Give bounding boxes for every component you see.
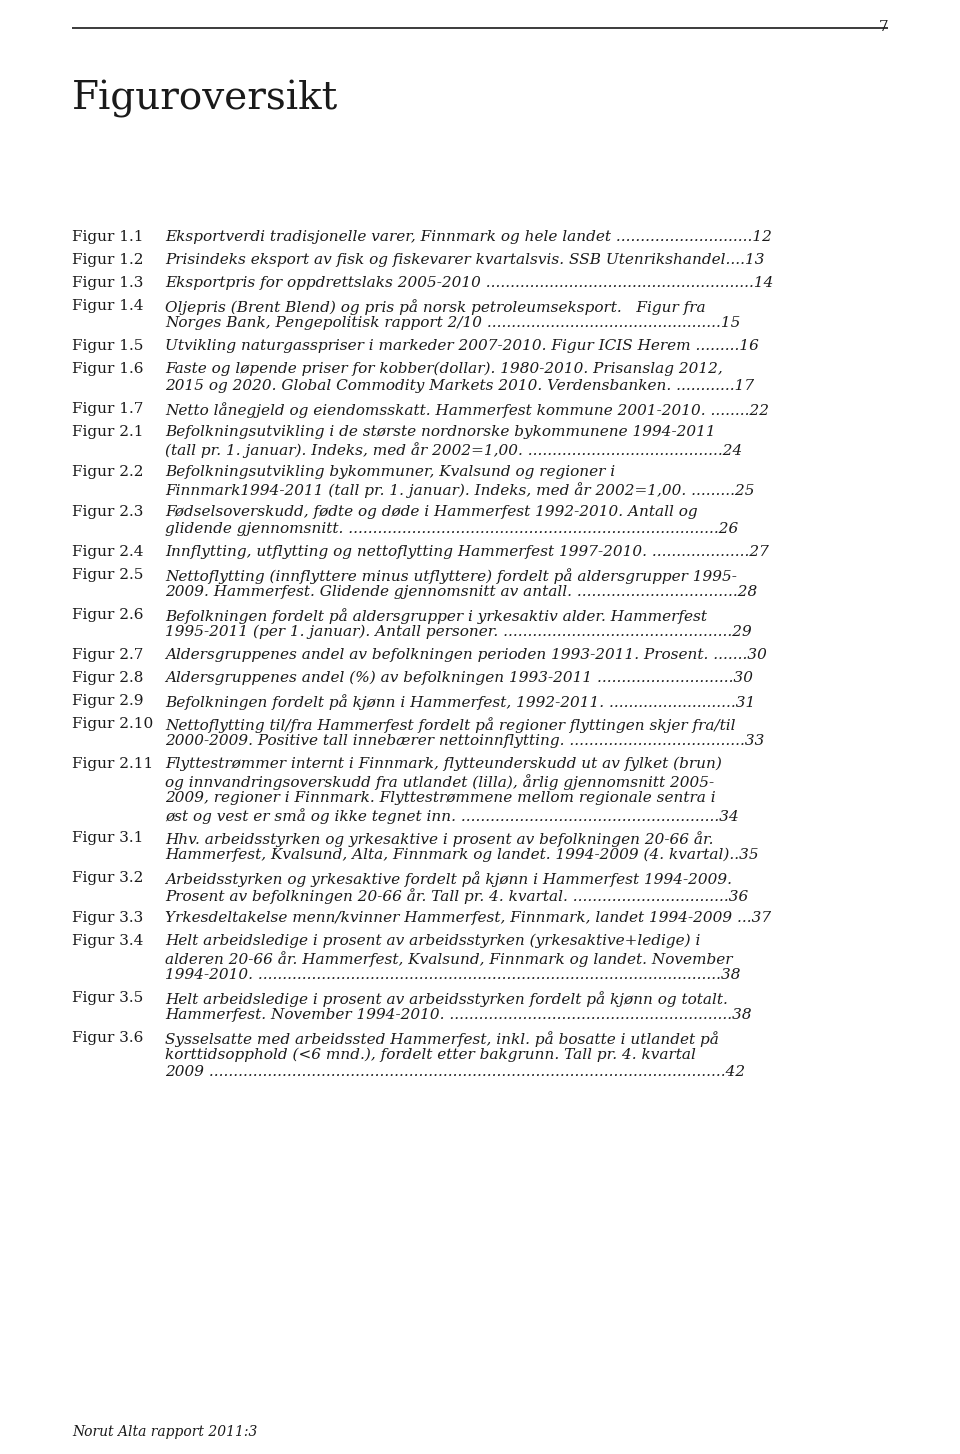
Text: 2015 og 2020. Global Commodity Markets 2010. Verdensbanken. ............17: 2015 og 2020. Global Commodity Markets 2… xyxy=(165,379,755,393)
Text: Helt arbeidsledige i prosent av arbeidsstyrken fordelt på kjønn og totalt.: Helt arbeidsledige i prosent av arbeidss… xyxy=(165,992,728,1006)
Text: Norges Bank, Pengepolitisk rapport 2/10 ........................................: Norges Bank, Pengepolitisk rapport 2/10 … xyxy=(165,316,740,330)
Text: Figur 3.6: Figur 3.6 xyxy=(72,1031,143,1045)
Text: Figur 3.2: Figur 3.2 xyxy=(72,871,143,885)
Text: Figur 3.1: Figur 3.1 xyxy=(72,832,143,845)
Text: Flyttestrømmer internt i Finnmark, flytteunderskudd ut av fylket (brun): Flyttestrømmer internt i Finnmark, flytt… xyxy=(165,758,722,772)
Text: Arbeidsstyrken og yrkesaktive fordelt på kjønn i Hammerfest 1994-2009.: Arbeidsstyrken og yrkesaktive fordelt på… xyxy=(165,871,732,887)
Text: Oljepris (Brent Blend) og pris på norsk petroleumseksport.   Figur fra: Oljepris (Brent Blend) og pris på norsk … xyxy=(165,300,706,316)
Text: Finnmark1994-2011 (tall pr. 1. januar). Indeks, med år 2002=1,00. .........25: Finnmark1994-2011 (tall pr. 1. januar). … xyxy=(165,481,755,497)
Text: Hhv. arbeidsstyrken og yrkesaktive i prosent av befolkningen 20-66 år.: Hhv. arbeidsstyrken og yrkesaktive i pro… xyxy=(165,832,713,846)
Text: Helt arbeidsledige i prosent av arbeidsstyrken (yrkesaktive+ledige) i: Helt arbeidsledige i prosent av arbeidss… xyxy=(165,933,701,948)
Text: Netto lånegjeld og eiendomsskatt. Hammerfest kommune 2001-2010. ........22: Netto lånegjeld og eiendomsskatt. Hammer… xyxy=(165,401,769,417)
Text: Nettoflytting til/fra Hammerfest fordelt på regioner flyttingen skjer fra/til: Nettoflytting til/fra Hammerfest fordelt… xyxy=(165,717,735,733)
Text: Figur 2.9: Figur 2.9 xyxy=(72,694,143,708)
Text: Figur 2.4: Figur 2.4 xyxy=(72,545,143,558)
Text: 1994-2010. .....................................................................: 1994-2010. .............................… xyxy=(165,968,740,981)
Text: Norut Alta rapport 2011:3: Norut Alta rapport 2011:3 xyxy=(72,1425,257,1439)
Text: Prisindeks eksport av fisk og fiskevarer kvartalsvis. SSB Utenrikshandel....13: Prisindeks eksport av fisk og fiskevarer… xyxy=(165,253,764,268)
Text: 2009. Hammerfest. Glidende gjennomsnitt av antall. .............................: 2009. Hammerfest. Glidende gjennomsnitt … xyxy=(165,585,757,599)
Text: Befolkningen fordelt på kjønn i Hammerfest, 1992-2011. .........................: Befolkningen fordelt på kjønn i Hammerfe… xyxy=(165,694,756,710)
Text: Figur 1.1: Figur 1.1 xyxy=(72,230,143,244)
Text: Figur 2.7: Figur 2.7 xyxy=(72,648,143,662)
Text: 1995-2011 (per 1. januar). Antall personer. ....................................: 1995-2011 (per 1. januar). Antall person… xyxy=(165,625,752,640)
Text: Figur 2.2: Figur 2.2 xyxy=(72,465,143,478)
Text: øst og vest er små og ikke tegnet inn. .........................................: øst og vest er små og ikke tegnet inn. .… xyxy=(165,808,739,824)
Text: Nettoflytting (innflyttere minus utflyttere) fordelt på aldersgrupper 1995-: Nettoflytting (innflyttere minus utflytt… xyxy=(165,569,737,585)
Text: korttidsopphold (<6 mnd.), fordelt etter bakgrunn. Tall pr. 4. kvartal: korttidsopphold (<6 mnd.), fordelt etter… xyxy=(165,1048,696,1063)
Text: Faste og løpende priser for kobber(dollar). 1980-2010. Prisanslag 2012,: Faste og løpende priser for kobber(dolla… xyxy=(165,362,723,377)
Text: Fødselsoverskudd, fødte og døde i Hammerfest 1992-2010. Antall og: Fødselsoverskudd, fødte og døde i Hammer… xyxy=(165,505,698,519)
Text: Figur 1.4: Figur 1.4 xyxy=(72,300,143,313)
Text: Figur 2.8: Figur 2.8 xyxy=(72,670,143,685)
Text: Figur 2.10: Figur 2.10 xyxy=(72,717,154,731)
Text: Figur 2.6: Figur 2.6 xyxy=(72,608,143,622)
Text: Utvikling naturgasspriser i markeder 2007-2010. Figur ICIS Herem .........16: Utvikling naturgasspriser i markeder 200… xyxy=(165,339,758,353)
Text: alderen 20-66 år. Hammerfest, Kvalsund, Finnmark og landet. November: alderen 20-66 år. Hammerfest, Kvalsund, … xyxy=(165,951,732,967)
Text: Figur 1.2: Figur 1.2 xyxy=(72,253,143,268)
Text: Befolkningsutvikling i de største nordnorske bykommunene 1994-2011: Befolkningsutvikling i de største nordno… xyxy=(165,425,715,439)
Text: Figur 2.5: Figur 2.5 xyxy=(72,569,143,582)
Text: Hammerfest, Kvalsund, Alta, Finnmark og landet. 1994-2009 (4. kvartal)..35: Hammerfest, Kvalsund, Alta, Finnmark og … xyxy=(165,848,758,862)
Text: Innflytting, utflytting og nettoflytting Hammerfest 1997-2010. .................: Innflytting, utflytting og nettoflytting… xyxy=(165,545,769,558)
Text: 7: 7 xyxy=(878,20,888,33)
Text: Figur 3.4: Figur 3.4 xyxy=(72,933,143,948)
Text: 2009 ...........................................................................: 2009 ...................................… xyxy=(165,1064,745,1079)
Text: Aldersgruppenes andel (%) av befolkningen 1993-2011 ............................: Aldersgruppenes andel (%) av befolkninge… xyxy=(165,670,753,685)
Text: Eksportverdi tradisjonelle varer, Finnmark og hele landet ......................: Eksportverdi tradisjonelle varer, Finnma… xyxy=(165,230,772,244)
Text: Befolkningen fordelt på aldersgrupper i yrkesaktiv alder. Hammerfest: Befolkningen fordelt på aldersgrupper i … xyxy=(165,608,707,624)
Text: 2009, regioner i Finnmark. Flyttestrømmene mellom regionale sentra i: 2009, regioner i Finnmark. Flyttestrømme… xyxy=(165,791,715,806)
Text: (tall pr. 1. januar). Indeks, med år 2002=1,00. ................................: (tall pr. 1. januar). Indeks, med år 200… xyxy=(165,442,742,458)
Text: Figur 2.3: Figur 2.3 xyxy=(72,505,143,519)
Text: Prosent av befolkningen 20-66 år. Tall pr. 4. kvartal. .........................: Prosent av befolkningen 20-66 år. Tall p… xyxy=(165,888,748,904)
Text: Yrkesdeltakelse menn/kvinner Hammerfest, Finnmark, landet 1994-2009 ...37: Yrkesdeltakelse menn/kvinner Hammerfest,… xyxy=(165,912,771,925)
Text: glidende gjennomsnitt. .........................................................: glidende gjennomsnitt. .................… xyxy=(165,522,738,537)
Text: Figur 1.7: Figur 1.7 xyxy=(72,401,143,416)
Text: Aldersgruppenes andel av befolkningen perioden 1993-2011. Prosent. .......30: Aldersgruppenes andel av befolkningen pe… xyxy=(165,648,767,662)
Text: Figur 1.6: Figur 1.6 xyxy=(72,362,143,377)
Text: 2000-2009. Positive tall innebærer nettoinnflytting. ...........................: 2000-2009. Positive tall innebærer netto… xyxy=(165,734,764,747)
Text: Figur 1.3: Figur 1.3 xyxy=(72,276,143,289)
Text: Befolkningsutvikling bykommuner, Kvalsund og regioner i: Befolkningsutvikling bykommuner, Kvalsun… xyxy=(165,465,615,478)
Text: Figuroversikt: Figuroversikt xyxy=(72,80,338,118)
Text: Figur 3.5: Figur 3.5 xyxy=(72,992,143,1005)
Text: og innvandringsoverskudd fra utlandet (lilla), årlig gjennomsnitt 2005-: og innvandringsoverskudd fra utlandet (l… xyxy=(165,774,714,790)
Text: Figur 2.1: Figur 2.1 xyxy=(72,425,143,439)
Text: Figur 2.11: Figur 2.11 xyxy=(72,758,154,771)
Text: Sysselsatte med arbeidssted Hammerfest, inkl. på bosatte i utlandet på: Sysselsatte med arbeidssted Hammerfest, … xyxy=(165,1031,719,1047)
Text: Hammerfest. November 1994-2010. ................................................: Hammerfest. November 1994-2010. ........… xyxy=(165,1008,752,1022)
Text: Eksportpris for oppdrettslaks 2005-2010 ........................................: Eksportpris for oppdrettslaks 2005-2010 … xyxy=(165,276,774,289)
Text: Figur 3.3: Figur 3.3 xyxy=(72,912,143,925)
Text: Figur 1.5: Figur 1.5 xyxy=(72,339,143,353)
